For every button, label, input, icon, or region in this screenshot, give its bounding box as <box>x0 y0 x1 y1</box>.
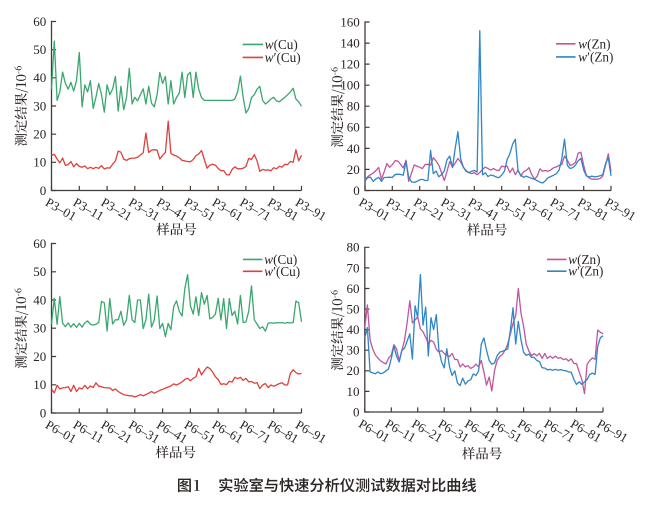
svg-text:80: 80 <box>347 99 360 114</box>
svg-text:w(Cu): w(Cu) <box>264 252 297 267</box>
svg-text:20: 20 <box>33 349 46 364</box>
svg-text:w′(Zn): w′(Zn) <box>568 264 603 279</box>
svg-text:60: 60 <box>33 236 46 251</box>
svg-text:100: 100 <box>340 78 360 93</box>
svg-text:140: 140 <box>340 36 360 51</box>
svg-text:10: 10 <box>33 155 46 170</box>
svg-text:40: 40 <box>33 70 46 85</box>
svg-text:50: 50 <box>347 302 360 317</box>
svg-text:0: 0 <box>353 183 360 198</box>
svg-text:50: 50 <box>33 264 46 279</box>
svg-text:w′(Cu): w′(Cu) <box>265 50 301 65</box>
svg-text:10: 10 <box>347 384 360 399</box>
svg-text:80: 80 <box>347 240 360 255</box>
svg-text:60: 60 <box>347 120 360 135</box>
svg-text:50: 50 <box>33 42 46 57</box>
svg-text:20: 20 <box>347 162 360 177</box>
svg-text:60: 60 <box>33 14 46 29</box>
svg-text:w(Zn): w(Zn) <box>568 252 600 267</box>
svg-text:120: 120 <box>340 57 360 72</box>
svg-text:w(Zn): w(Zn) <box>578 36 610 51</box>
svg-text:0: 0 <box>353 404 360 419</box>
svg-text:30: 30 <box>33 98 46 113</box>
svg-text:40: 40 <box>347 322 360 337</box>
svg-text:w′(Cu): w′(Cu) <box>264 264 300 279</box>
svg-text:20: 20 <box>347 363 360 378</box>
svg-text:40: 40 <box>33 292 46 307</box>
svg-text:30: 30 <box>33 321 46 336</box>
svg-text:w(Cu): w(Cu) <box>265 37 298 52</box>
svg-text:30: 30 <box>347 343 360 358</box>
svg-text:10: 10 <box>33 377 46 392</box>
svg-text:0: 0 <box>40 405 47 420</box>
svg-text:0: 0 <box>40 183 47 198</box>
svg-text:60: 60 <box>347 281 360 296</box>
svg-text:w′(Zn): w′(Zn) <box>578 49 613 64</box>
svg-text:70: 70 <box>347 260 360 275</box>
svg-text:160: 160 <box>340 14 360 29</box>
svg-text:40: 40 <box>347 141 360 156</box>
svg-text:20: 20 <box>33 127 46 142</box>
